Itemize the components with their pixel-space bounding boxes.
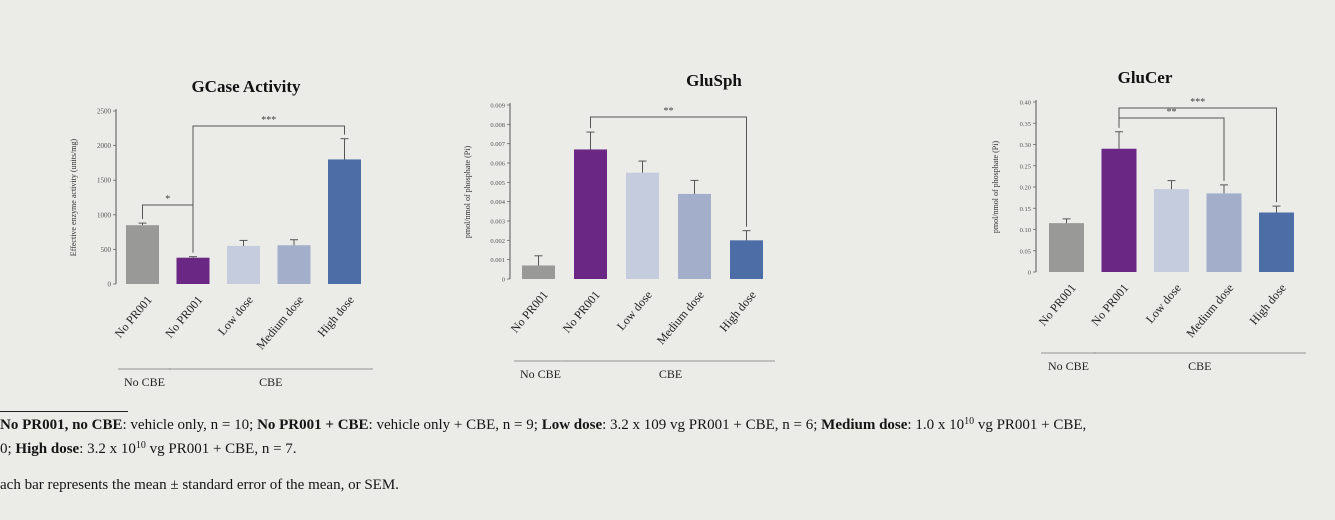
- footnote-text: : vehicle only, n = 10;: [122, 417, 258, 433]
- significance-bracket: [1118, 107, 1277, 203]
- y-tick-label: 0.35: [1020, 121, 1031, 128]
- footnote-text: : 3.2 x 10: [79, 441, 136, 457]
- chart-title: GluSph: [686, 71, 742, 90]
- category-label: No PR001: [1036, 281, 1079, 329]
- category-label: Medium dose: [654, 288, 707, 347]
- chart-title: GluCer: [1118, 68, 1173, 87]
- gcase-activity-chart: GCase Activity Effective enzyme activity …: [69, 77, 373, 389]
- category-label: No PR001: [162, 293, 205, 341]
- y-tick-label: 1000: [97, 211, 112, 219]
- y-tick-label: 0: [1028, 270, 1031, 277]
- group-label: CBE: [1188, 359, 1211, 373]
- footnote-text: : vehicle only + CBE, n = 9;: [368, 417, 542, 433]
- significance-label: **: [1167, 107, 1177, 118]
- y-tick-label: 0.003: [490, 219, 505, 226]
- y-tick-label: 0.009: [490, 103, 505, 110]
- bar: [227, 245, 260, 284]
- y-tick-label: 0.004: [490, 199, 505, 206]
- significance-label: *: [165, 194, 170, 205]
- footnote-line-1: No PR001, no CBE: vehicle only, n = 10; …: [0, 416, 1086, 434]
- group-label: CBE: [259, 375, 282, 389]
- significance-label: ***: [1190, 97, 1205, 108]
- bar: [1049, 223, 1084, 272]
- bar: [730, 240, 763, 279]
- y-tick-label: 0.30: [1020, 142, 1031, 149]
- footnote-text: : 3.2 x 109 vg PR001 + CBE, n = 6;: [602, 417, 822, 433]
- y-tick-label: 0: [502, 277, 505, 284]
- y-tick-label: 0.10: [1020, 227, 1031, 234]
- category-label: Medium dose: [253, 293, 306, 352]
- footnote-label-no-pr001-cbe: No PR001 + CBE: [257, 417, 369, 433]
- footnote-text: vg PR001 + CBE,: [974, 417, 1087, 433]
- footnote-label-medium-dose: Medium dose: [821, 417, 908, 433]
- footnote-rule: [0, 411, 128, 412]
- group-label: No CBE: [1048, 359, 1089, 373]
- y-tick-label: 0.40: [1020, 100, 1031, 107]
- footnote-line-3: ach bar represents the mean ± standard e…: [0, 477, 399, 493]
- y-tick-label: 0.007: [490, 141, 505, 148]
- y-axis-label: pmol/nmol of phosphate (Pi): [991, 141, 1000, 234]
- y-tick-label: 0.008: [490, 122, 505, 129]
- glusph-chart: GluSph pmol/nmol of phosphate (Pi) 0 0.001 0…: [463, 71, 775, 381]
- category-label: No PR001: [112, 293, 155, 341]
- chart-title: GCase Activity: [191, 77, 301, 96]
- bar: [1206, 193, 1242, 272]
- y-tick-label: 0.005: [490, 180, 505, 187]
- y-tick-label: 0.25: [1020, 163, 1031, 170]
- group-label: No CBE: [124, 375, 165, 389]
- footnote-label-high-dose: High dose: [15, 441, 80, 457]
- bar: [626, 172, 659, 279]
- bar: [126, 225, 159, 284]
- significance-bracket: [192, 125, 345, 253]
- footnote-text: vg PR001 + CBE, n = 7.: [145, 441, 297, 457]
- footnote-label-low-dose: Low dose: [541, 417, 603, 433]
- category-label: Medium dose: [1183, 281, 1236, 340]
- y-tick-label: 500: [101, 246, 112, 254]
- bar: [1101, 148, 1137, 272]
- category-label: No PR001: [1088, 281, 1131, 329]
- y-axis-label: Effective enzyme activity (units/mg): [69, 138, 78, 256]
- y-tick-label: 1500: [97, 177, 112, 185]
- y-tick-label: 0.20: [1020, 185, 1031, 192]
- group-label: CBE: [659, 367, 682, 381]
- y-axis-label: pmol/nmol of phosphate (Pi): [463, 146, 472, 239]
- bar: [678, 193, 711, 279]
- footnote-text: : 1.0 x 10: [907, 417, 965, 433]
- y-tick-label: 0.05: [1020, 248, 1031, 255]
- footnote-line-2: 0; High dose: 3.2 x 1010 vg PR001 + CBE,…: [0, 440, 297, 458]
- y-tick-label: 2500: [97, 108, 112, 116]
- significance-label: **: [664, 106, 674, 117]
- y-tick-label: 0: [108, 281, 112, 289]
- y-tick-label: 0.002: [490, 238, 505, 245]
- bar: [328, 159, 361, 284]
- footnote-exponent: 10: [135, 440, 146, 451]
- footnote-label-no-pr001-no-cbe: No PR001, no CBE: [0, 417, 123, 433]
- category-label: High dose: [315, 293, 357, 340]
- category-label: No PR001: [508, 288, 551, 336]
- significance-label: ***: [261, 115, 276, 126]
- significance-bracket: [590, 116, 747, 227]
- glucer-chart: GluCer pmol/nmol of phosphate (Pi) 0 0.05 0.…: [991, 68, 1306, 373]
- category-label: High dose: [717, 288, 759, 335]
- category-label: Low dose: [614, 288, 655, 333]
- category-label: No PR001: [560, 288, 603, 336]
- y-tick-label: 0.006: [490, 161, 505, 168]
- bar: [176, 257, 210, 284]
- footnote-text: 0;: [0, 441, 16, 457]
- category-label: Low dose: [215, 293, 256, 338]
- category-label: High dose: [1247, 281, 1289, 328]
- footnote-exponent: 10: [964, 416, 975, 427]
- bar: [277, 245, 311, 284]
- y-tick-label: 2000: [97, 142, 112, 150]
- bar: [1259, 212, 1294, 272]
- y-tick-label: 0.001: [490, 257, 505, 264]
- bar: [574, 149, 607, 279]
- bar: [1154, 189, 1189, 272]
- category-label: Low dose: [1143, 281, 1184, 326]
- group-label: No CBE: [520, 367, 561, 381]
- bar: [522, 265, 555, 279]
- y-tick-label: 0.15: [1020, 206, 1031, 213]
